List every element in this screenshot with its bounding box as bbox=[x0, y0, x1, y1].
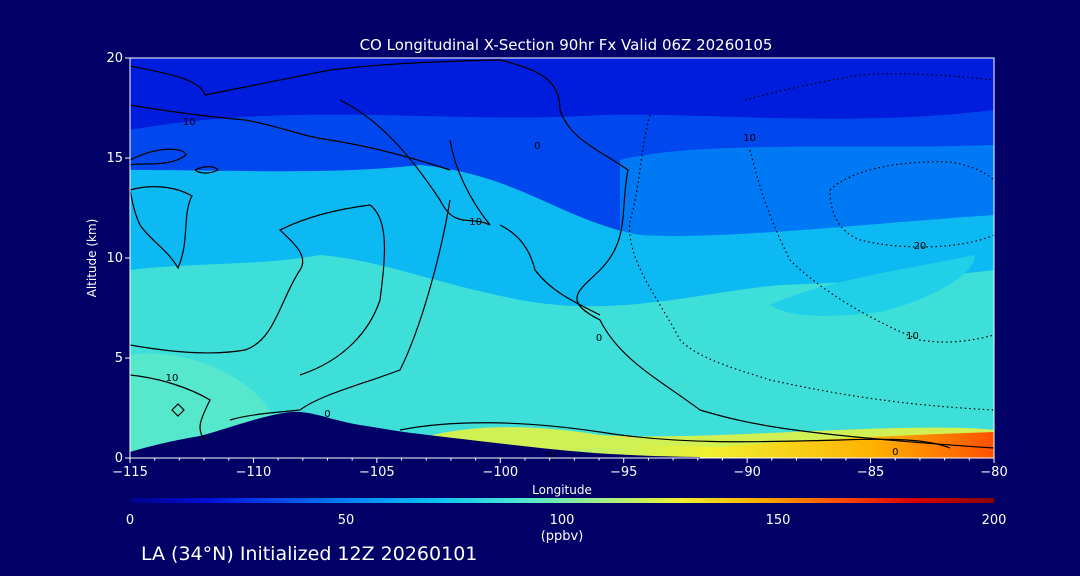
y-axis: 0 5 10 15 20 bbox=[106, 51, 130, 466]
contour-0-west bbox=[130, 199, 451, 441]
x-tick-label: −85 bbox=[857, 465, 884, 480]
x-axis-label: Longitude bbox=[532, 483, 592, 497]
contour-label: 10 bbox=[166, 373, 179, 384]
colorbar-ticks: 0 50 100 150 200 bbox=[126, 513, 1007, 528]
chart-title: CO Longitudinal X-Section 90hr Fx Valid … bbox=[360, 36, 773, 54]
colorbar-tick-label: 150 bbox=[766, 513, 791, 528]
contour-neg10-outer bbox=[628, 114, 994, 411]
y-tick-label: 15 bbox=[106, 151, 123, 166]
x-tick-label: −95 bbox=[610, 465, 637, 480]
x-tick-label: −80 bbox=[980, 465, 1007, 480]
contour-10-mid bbox=[130, 186, 193, 270]
x-tick-label: −90 bbox=[733, 465, 760, 480]
contour-10-upper-inner bbox=[130, 104, 451, 171]
colorbar-tick-label: 50 bbox=[338, 513, 355, 528]
colorbar-tick-label: 0 bbox=[126, 513, 134, 528]
contour-west-small-loop bbox=[171, 403, 185, 417]
colorbar-tick-label: 100 bbox=[550, 513, 575, 528]
y-tick-label: 5 bbox=[115, 351, 123, 366]
contour-neg10-inner bbox=[744, 73, 994, 343]
contour-label: 10 bbox=[183, 117, 196, 128]
contour-0-center bbox=[499, 59, 994, 449]
y-tick-label: 20 bbox=[106, 51, 123, 66]
contour-label: 0 bbox=[892, 447, 898, 458]
contour-neg20 bbox=[829, 161, 994, 248]
contour-label: 10 bbox=[906, 331, 919, 342]
colorbar-tick-label: 200 bbox=[982, 513, 1007, 528]
region-east-patch bbox=[770, 255, 975, 316]
x-tick-label: −100 bbox=[482, 465, 518, 480]
x-tick-label: −110 bbox=[236, 465, 272, 480]
contour-10-west-body bbox=[130, 204, 386, 376]
contour-label: 20 bbox=[914, 241, 927, 252]
contour-label: 0 bbox=[596, 333, 602, 344]
contour-10-west-loops bbox=[130, 148, 219, 174]
footer-text: LA (34°N) Initialized 12Z 20260101 bbox=[141, 543, 477, 565]
colorbar-unit: (ppbv) bbox=[541, 529, 584, 544]
contour-labels: 10 10 10 0 0 0 0 10 10 20 10 bbox=[166, 117, 927, 462]
contour-surface-layer bbox=[399, 422, 951, 449]
terrain-mask bbox=[130, 411, 700, 458]
contour-10-upper-west bbox=[130, 59, 501, 96]
y-tick-label: 10 bbox=[106, 251, 123, 266]
x-tick-label: −105 bbox=[359, 465, 395, 480]
contour-10-center bbox=[339, 99, 601, 316]
y-tick-label: 0 bbox=[115, 451, 123, 466]
contour-label: 10 bbox=[743, 133, 756, 144]
colorbar-bar bbox=[130, 498, 994, 503]
contour-label: 10 bbox=[469, 217, 482, 228]
contour-label: 10 bbox=[543, 451, 556, 462]
plot-area: 10 10 10 0 0 0 0 10 10 20 10 bbox=[130, 58, 994, 462]
x-tick-label: −115 bbox=[112, 465, 148, 480]
contour-label: 0 bbox=[324, 409, 330, 420]
y-axis-label: Altitude (km) bbox=[85, 219, 99, 298]
x-axis: −115 −110 −105 −100 −95 −90 −85 −80 bbox=[112, 458, 1008, 480]
contour-label: 0 bbox=[534, 141, 540, 152]
